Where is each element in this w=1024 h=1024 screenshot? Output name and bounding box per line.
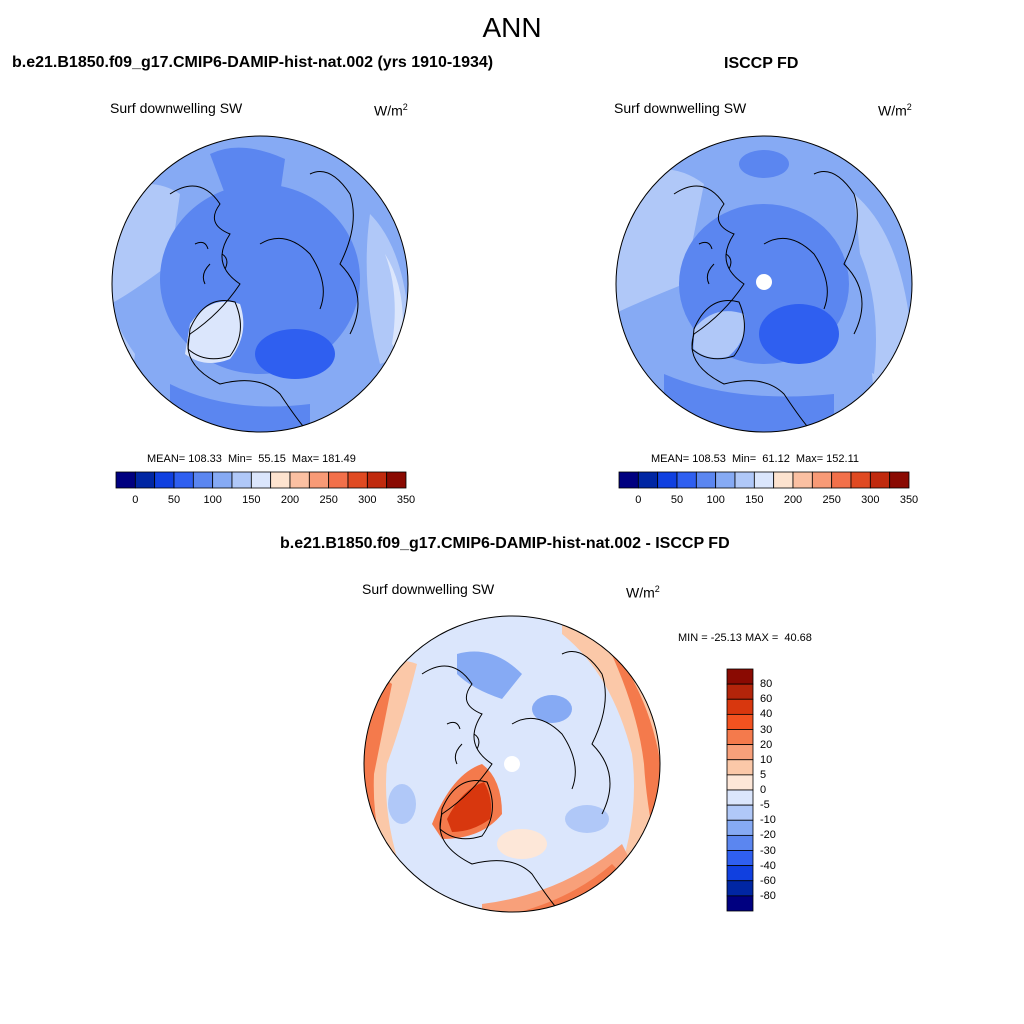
colorbar-swatch xyxy=(676,471,697,489)
colorbar-swatch xyxy=(726,683,754,700)
colorbar-swatch xyxy=(289,471,310,489)
colorbar-swatch xyxy=(726,698,754,715)
panel-2-colorbar xyxy=(618,471,910,489)
colorbar-tick-label: 250 xyxy=(822,494,841,506)
colorbar-swatch xyxy=(889,471,910,489)
colorbar-swatch xyxy=(726,895,754,912)
colorbar-tick-label: 50 xyxy=(167,494,181,506)
colorbar-swatch xyxy=(726,744,754,761)
colorbar-tick-label: 300 xyxy=(861,494,880,506)
colorbar-swatch xyxy=(726,729,754,746)
panel-2-subtitle: Surf downwelling SW xyxy=(614,100,747,116)
colorbar-swatch xyxy=(231,471,252,489)
colorbar-swatch xyxy=(637,471,659,489)
colorbar-tick-label: 30 xyxy=(760,723,773,736)
colorbar-swatch xyxy=(734,471,755,489)
colorbar-tick-label: 60 xyxy=(760,693,773,706)
colorbar-swatch xyxy=(792,471,813,489)
colorbar-tick-label: -20 xyxy=(760,829,776,842)
colorbar-tick-label: -5 xyxy=(760,799,770,812)
colorbar-swatch xyxy=(726,880,754,897)
colorbar-swatch xyxy=(192,471,214,489)
panel-3-colorbar-labels: 80 60 40 30 20 10 5 0 -5 -10 -20 -30 -40 -60 -80 xyxy=(760,669,800,911)
panel-1-map xyxy=(111,135,409,433)
panel-3-colorbar xyxy=(726,668,754,912)
panel-2-units: W/m2 xyxy=(878,102,912,119)
panel-2-title: ISCCP FD xyxy=(724,55,799,72)
colorbar-tick-label: -10 xyxy=(760,814,776,827)
colorbar-swatch xyxy=(657,471,678,489)
colorbar-tick-label: 200 xyxy=(783,494,803,506)
colorbar-swatch xyxy=(347,471,368,489)
colorbar-tick-label: 0 xyxy=(635,494,642,506)
colorbar-swatch xyxy=(173,471,194,489)
colorbar-swatch xyxy=(726,774,754,791)
panel-1-subtitle: Surf downwelling SW xyxy=(110,100,243,116)
colorbar-tick-label: 20 xyxy=(760,738,773,751)
colorbar-swatch xyxy=(726,713,754,730)
colorbar-swatch xyxy=(328,471,349,489)
panel-1-title: b.e21.B1850.f09_g17.CMIP6-DAMIP-hist-nat… xyxy=(12,54,494,71)
panel-1-units: W/m2 xyxy=(374,102,408,119)
panel-1-colorbar-labels: 0 50 100 150 200 250 300 350 xyxy=(116,494,415,508)
colorbar-swatch xyxy=(715,471,736,489)
colorbar-swatch xyxy=(726,834,754,851)
colorbar-tick-label: 150 xyxy=(242,494,261,506)
panel-1-colorbar xyxy=(115,471,407,489)
colorbar-swatch xyxy=(154,471,175,489)
colorbar-tick-label: 100 xyxy=(706,494,725,506)
colorbar-swatch xyxy=(308,471,330,489)
colorbar-swatch xyxy=(726,865,754,882)
colorbar-swatch xyxy=(134,471,156,489)
colorbar-swatch xyxy=(869,471,891,489)
colorbar-swatch xyxy=(726,759,754,776)
colorbar-swatch xyxy=(726,804,754,821)
colorbar-tick-label: 250 xyxy=(319,494,338,506)
colorbar-tick-label: 80 xyxy=(760,678,773,691)
colorbar-swatch xyxy=(115,471,136,489)
panel-3-map xyxy=(363,615,661,913)
colorbar-tick-label: 40 xyxy=(760,708,773,721)
colorbar-swatch xyxy=(366,471,388,489)
colorbar-tick-label: -60 xyxy=(760,874,776,887)
panel-2-colorbar-labels: 0 50 100 150 200 250 300 350 xyxy=(619,494,918,508)
colorbar-swatch xyxy=(695,471,717,489)
colorbar-swatch xyxy=(773,471,794,489)
colorbar-tick-label: 350 xyxy=(396,494,416,506)
colorbar-swatch xyxy=(726,819,754,836)
colorbar-tick-label: 0 xyxy=(132,494,139,506)
panel-3-units: W/m2 xyxy=(626,584,660,601)
colorbar-tick-label: -80 xyxy=(760,889,776,902)
colorbar-swatch xyxy=(850,471,871,489)
colorbar-swatch xyxy=(270,471,291,489)
colorbar-swatch xyxy=(386,471,407,489)
colorbar-tick-label: 5 xyxy=(760,768,767,781)
colorbar-tick-label: -40 xyxy=(760,859,776,872)
colorbar-swatch xyxy=(726,850,754,867)
panel-3-stats: MIN = -25.13 MAX = 40.68 xyxy=(678,632,812,644)
colorbar-tick-label: 200 xyxy=(280,494,300,506)
figure-title: ANN xyxy=(482,12,542,43)
colorbar-swatch xyxy=(212,471,233,489)
colorbar-tick-label: 10 xyxy=(760,753,773,766)
colorbar-swatch xyxy=(726,668,754,685)
panel-3-title: b.e21.B1850.f09_g17.CMIP6-DAMIP-hist-nat… xyxy=(280,535,730,552)
panel-1-stats: MEAN= 108.33 Min= 55.15 Max= 181.49 xyxy=(147,453,356,465)
panel-2-stats: MEAN= 108.53 Min= 61.12 Max= 152.11 xyxy=(651,453,860,465)
colorbar-swatch xyxy=(250,471,272,489)
colorbar-tick-label: 150 xyxy=(745,494,764,506)
colorbar-tick-label: 300 xyxy=(358,494,377,506)
colorbar-tick-label: 50 xyxy=(670,494,684,506)
colorbar-tick-label: 100 xyxy=(203,494,222,506)
colorbar-tick-label: 0 xyxy=(760,784,767,796)
colorbar-tick-label: -30 xyxy=(760,844,776,857)
colorbar-swatch xyxy=(753,471,775,489)
panel-2-map xyxy=(615,135,913,433)
colorbar-tick-label: 350 xyxy=(899,494,919,506)
colorbar-swatch xyxy=(618,471,639,489)
panel-3-subtitle: Surf downwelling SW xyxy=(362,581,495,597)
colorbar-swatch xyxy=(831,471,852,489)
colorbar-swatch xyxy=(811,471,833,489)
colorbar-swatch xyxy=(726,789,754,806)
